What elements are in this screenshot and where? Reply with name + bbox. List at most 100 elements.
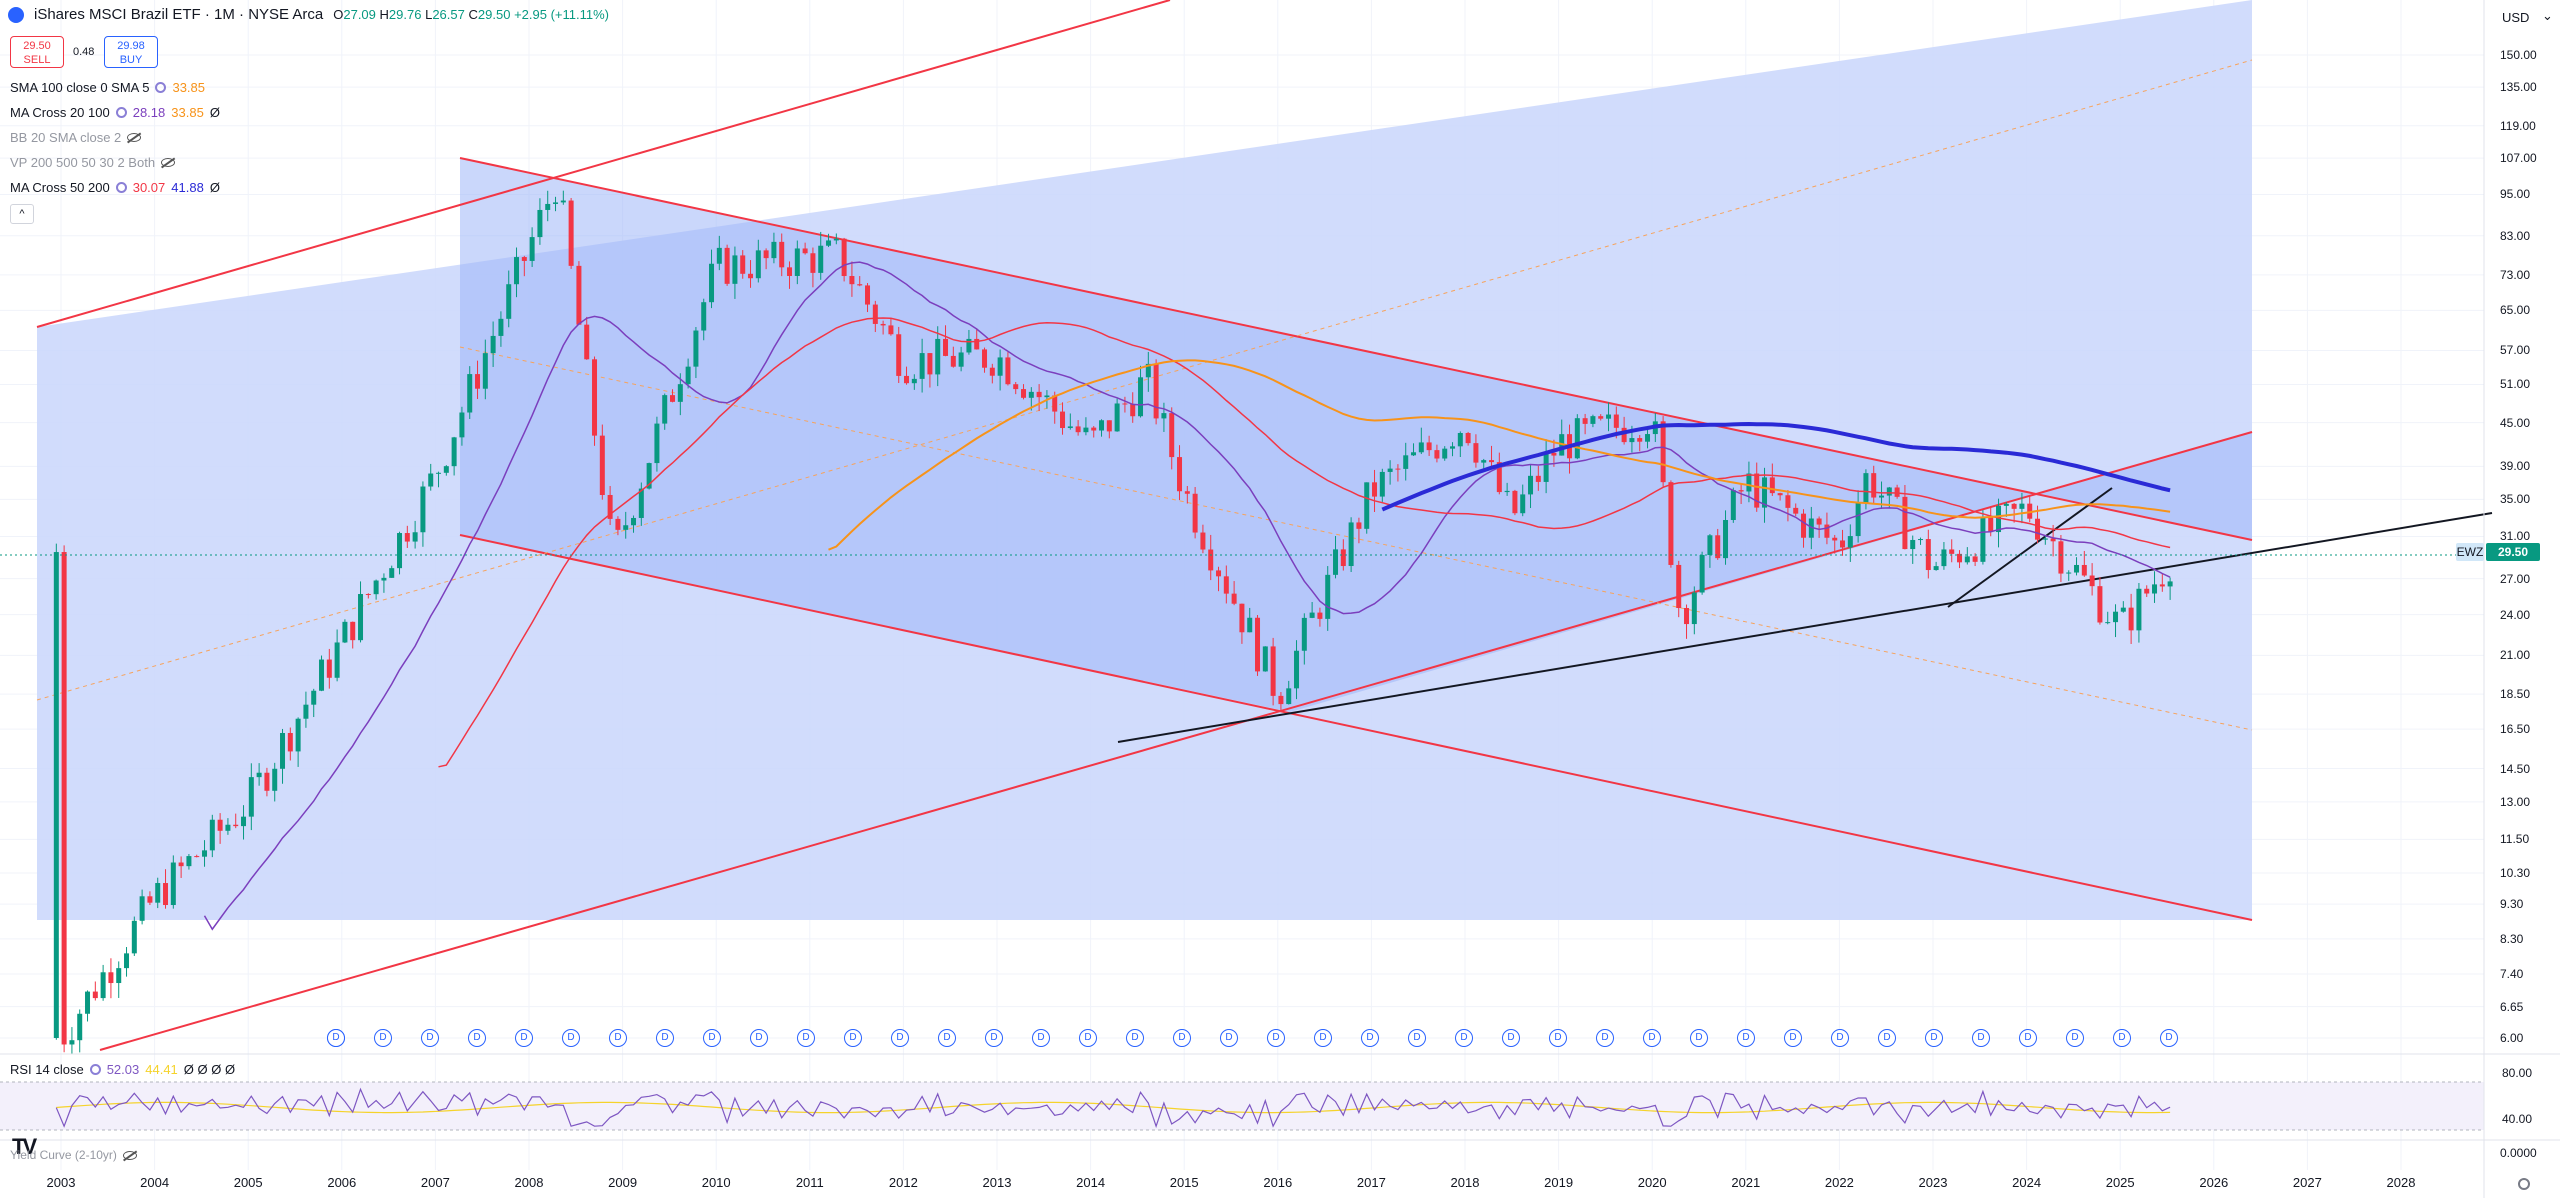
- dividend-marker[interactable]: D: [797, 1029, 815, 1047]
- dividend-marker[interactable]: D: [1831, 1029, 1849, 1047]
- candle-body: [2089, 575, 2095, 587]
- settings-icon[interactable]: [155, 82, 167, 93]
- indicator-row[interactable]: SMA 100 close 0 SMA 5 33.85: [10, 80, 205, 95]
- dividend-marker[interactable]: D: [1267, 1029, 1285, 1047]
- symbol-title[interactable]: iShares MSCI Brazil ETF · 1M · NYSE Arca: [34, 6, 324, 23]
- dividend-marker[interactable]: D: [1784, 1029, 1802, 1047]
- dividend-marker[interactable]: D: [985, 1029, 1003, 1047]
- indicator-row[interactable]: BB 20 SMA close 2: [10, 130, 142, 145]
- dividend-marker[interactable]: D: [421, 1029, 439, 1047]
- rsi-name[interactable]: RSI 14 close: [10, 1062, 84, 1077]
- chart-settings-icon[interactable]: [2518, 1178, 2530, 1190]
- candle-body: [943, 338, 949, 356]
- dividend-marker[interactable]: D: [1173, 1029, 1191, 1047]
- candle-body: [1918, 539, 1924, 541]
- settings-icon[interactable]: [115, 107, 127, 118]
- yield-curve-name[interactable]: Yield Curve (2-10yr): [10, 1148, 117, 1162]
- tradingview-logo[interactable]: TV: [12, 1134, 37, 1159]
- indicator-row[interactable]: MA Cross 50 200 30.07 41.88 Ø: [10, 180, 220, 195]
- price-tick-label: 107.00: [2500, 151, 2537, 166]
- year-label: 2027: [2292, 1175, 2322, 1190]
- dividend-marker[interactable]: D: [1361, 1029, 1379, 1047]
- currency-chevron-icon[interactable]: ⌄: [2542, 8, 2553, 23]
- candle-body: [77, 1013, 83, 1041]
- dividend-marker[interactable]: D: [1925, 1029, 1943, 1047]
- candle-body: [311, 690, 317, 705]
- price-tick-label: 21.00: [2500, 648, 2531, 663]
- candle-body: [1340, 549, 1346, 567]
- hidden-eye-icon[interactable]: [161, 158, 176, 167]
- price-axis[interactable]: 150.00 135.00 119.00 107.00 95.00 83.00 73.00 6…: [2484, 0, 2560, 1198]
- candle-body: [958, 352, 964, 367]
- dividend-marker[interactable]: D: [1079, 1029, 1097, 1047]
- dividend-marker[interactable]: D: [2019, 1029, 2037, 1047]
- dividend-marker[interactable]: D: [1690, 1029, 1708, 1047]
- indicator-row[interactable]: VP 200 500 50 30 2 Both: [10, 155, 176, 170]
- dividend-marker[interactable]: D: [468, 1029, 486, 1047]
- dividend-marker[interactable]: D: [703, 1029, 721, 1047]
- dividend-marker[interactable]: D: [938, 1029, 956, 1047]
- settings-icon[interactable]: [115, 182, 127, 193]
- candle-body: [1801, 513, 1807, 538]
- sell-button[interactable]: 29.50 SELL: [10, 36, 64, 68]
- dividend-marker[interactable]: D: [374, 1029, 392, 1047]
- currency-label[interactable]: USD: [2502, 10, 2530, 25]
- dividend-marker[interactable]: D: [609, 1029, 627, 1047]
- dividend-marker[interactable]: D: [1643, 1029, 1661, 1047]
- dividend-marker[interactable]: D: [891, 1029, 909, 1047]
- candle-body: [100, 972, 106, 999]
- dividend-marker[interactable]: D: [2113, 1029, 2131, 1047]
- dividend-marker[interactable]: D: [1878, 1029, 1896, 1047]
- dividend-marker[interactable]: D: [2066, 1029, 2084, 1047]
- candle-body: [1660, 421, 1666, 483]
- dividend-marker[interactable]: D: [1314, 1029, 1332, 1047]
- dividend-marker[interactable]: D: [1502, 1029, 1520, 1047]
- dividend-marker[interactable]: D: [2160, 1029, 2178, 1047]
- dividend-marker[interactable]: D: [1596, 1029, 1614, 1047]
- hidden-eye-icon[interactable]: [127, 133, 142, 142]
- candle-body: [1028, 391, 1034, 398]
- dividend-marker[interactable]: D: [1408, 1029, 1426, 1047]
- dividend-marker[interactable]: D: [327, 1029, 345, 1047]
- candle-body: [381, 577, 387, 581]
- dividend-marker[interactable]: D: [750, 1029, 768, 1047]
- dividend-marker[interactable]: D: [562, 1029, 580, 1047]
- inner-channel-area: [460, 158, 2252, 712]
- dividend-marker[interactable]: D: [844, 1029, 862, 1047]
- candle-body: [771, 241, 777, 259]
- candle-body: [1691, 592, 1697, 625]
- year-label: 2005: [233, 1175, 263, 1190]
- dividend-marker[interactable]: D: [1126, 1029, 1144, 1047]
- dividend-marker[interactable]: D: [1972, 1029, 1990, 1047]
- candle-body: [724, 247, 730, 284]
- buy-button[interactable]: 29.98 BUY: [104, 36, 158, 68]
- candle-body: [490, 335, 496, 354]
- candle-body: [1707, 535, 1713, 555]
- candle-body: [2042, 538, 2048, 540]
- dividend-marker[interactable]: D: [656, 1029, 674, 1047]
- candle-body: [654, 423, 660, 464]
- dividend-marker[interactable]: D: [1549, 1029, 1567, 1047]
- indicator-row[interactable]: MA Cross 20 100 28.18 33.85 Ø: [10, 105, 220, 120]
- dividend-marker[interactable]: D: [515, 1029, 533, 1047]
- candle-body: [1520, 494, 1526, 514]
- candle-body: [685, 366, 691, 385]
- hidden-eye-icon[interactable]: [122, 1150, 137, 1160]
- dividend-marker[interactable]: D: [1032, 1029, 1050, 1047]
- collapse-legend-button[interactable]: ^: [10, 204, 34, 224]
- dividend-marker[interactable]: D: [1737, 1029, 1755, 1047]
- candle-body: [997, 357, 1003, 376]
- spread-value: 0.48: [73, 46, 95, 58]
- candle-body: [1723, 520, 1729, 559]
- symbol-logo-icon[interactable]: [8, 6, 24, 23]
- ma200-line: [1381, 421, 2171, 512]
- candle-body: [1270, 646, 1276, 696]
- dividend-marker[interactable]: D: [1455, 1029, 1473, 1047]
- dividend-marker[interactable]: D: [1220, 1029, 1238, 1047]
- candle-body: [740, 255, 746, 274]
- candle-body: [2074, 564, 2080, 573]
- price-tick-label: 16.50: [2500, 722, 2531, 737]
- rsi-settings-icon[interactable]: [89, 1064, 101, 1075]
- candle-body: [607, 494, 613, 519]
